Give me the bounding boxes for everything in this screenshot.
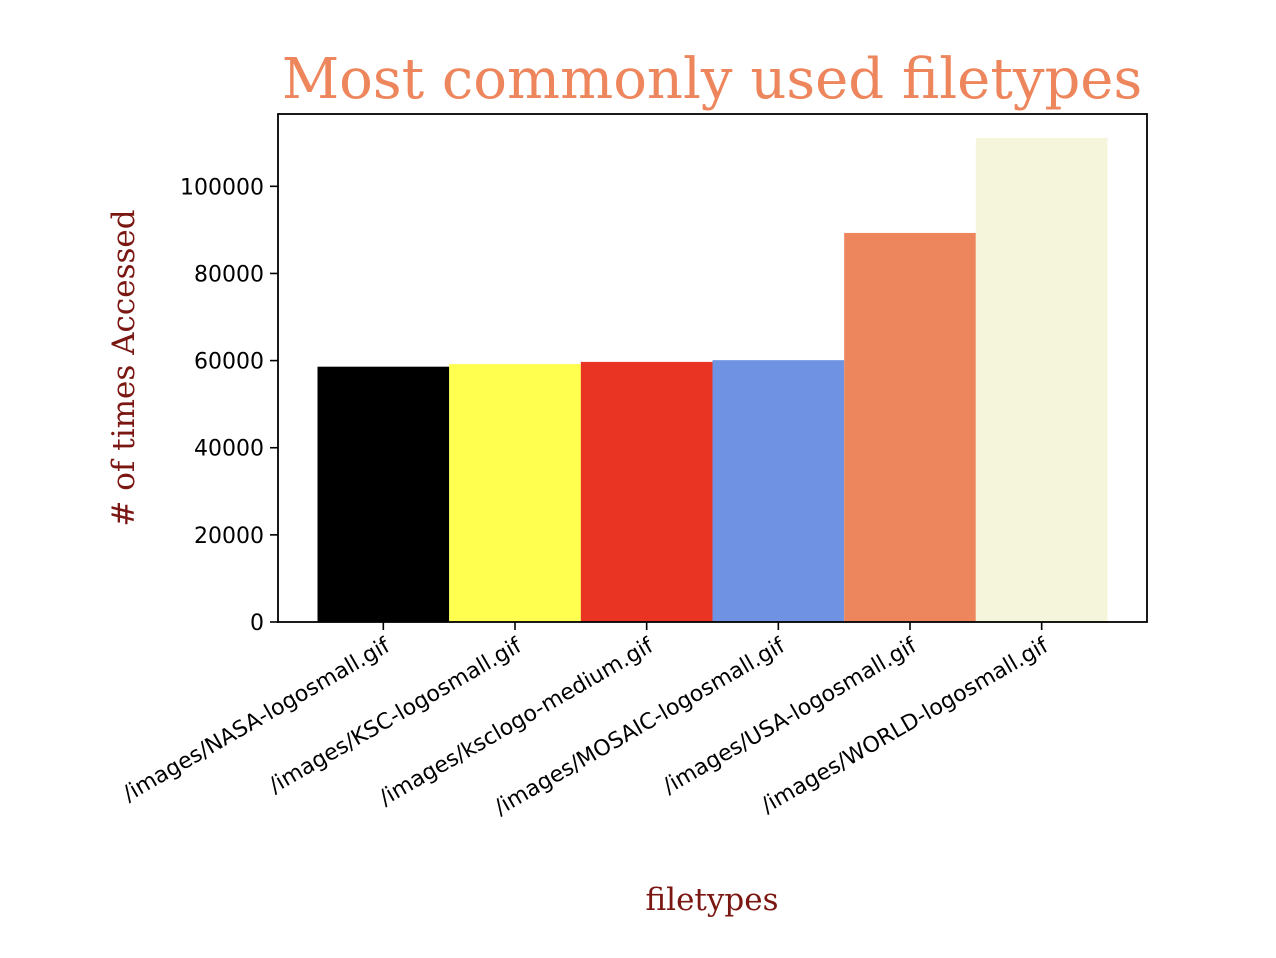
y-axis: 0 20000 40000 60000 80000 100000: [180, 175, 278, 636]
bar-1: [317, 366, 450, 622]
plot-frame: [277, 113, 1148, 623]
y-tick-label: 40000: [194, 437, 264, 462]
x-tick-label: /images/KSC-logosmall.gif: [265, 633, 527, 799]
y-tick-label: 0: [250, 611, 264, 636]
bar-4: [712, 360, 845, 622]
y-axis-label: # of times Accessed: [106, 209, 142, 526]
x-tick-label: /images/USA-logosmall.gif: [659, 633, 922, 799]
y-tick-label: 20000: [194, 524, 264, 549]
x-tick-label: /images/NASA-logosmall.gif: [119, 633, 396, 807]
y-tick-label: 60000: [194, 350, 264, 375]
y-tick-label: 80000: [194, 262, 264, 287]
bar-5: [844, 232, 976, 622]
x-axis: /images/NASA-logosmall.gif/images/KSC-lo…: [119, 622, 1054, 821]
bar-3: [580, 361, 713, 622]
y-tick-label: 100000: [180, 175, 264, 200]
bars-group: [317, 137, 1108, 622]
chart-title: Most commonly used filetypes: [282, 47, 1142, 112]
bar-6: [975, 137, 1108, 622]
x-axis-label: filetypes: [645, 882, 778, 918]
bar-2: [449, 364, 581, 622]
